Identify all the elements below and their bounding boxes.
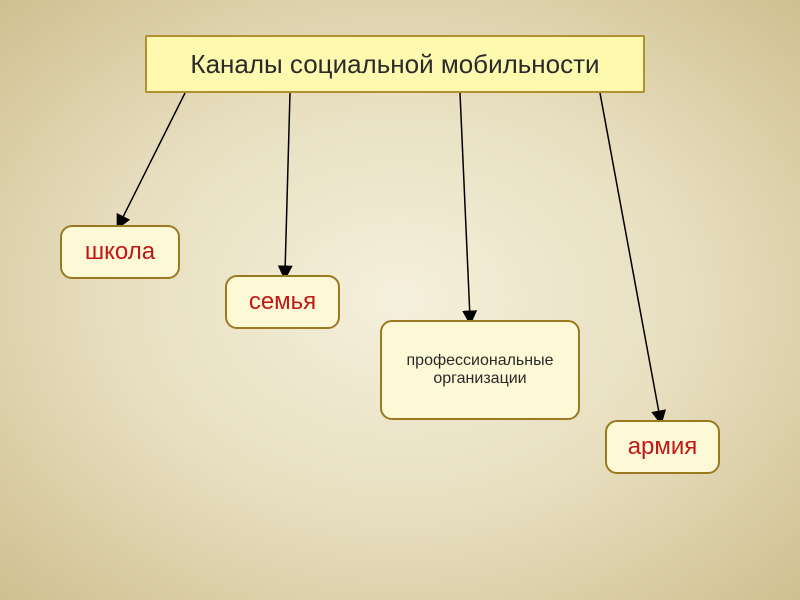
node-label: школа bbox=[85, 238, 155, 266]
node-school: школа bbox=[60, 225, 180, 279]
title-box: Каналы социальной мобильности bbox=[145, 35, 645, 93]
node-prof-org: профессиональные организации bbox=[380, 320, 580, 420]
node-army: армия bbox=[605, 420, 720, 474]
arrow-line bbox=[460, 93, 470, 318]
diagram-container: Каналы социальной мобильности школа семья… bbox=[0, 0, 800, 600]
node-label: армия bbox=[628, 433, 698, 461]
arrow-line bbox=[120, 93, 185, 223]
node-family: семья bbox=[225, 275, 340, 329]
node-label: семья bbox=[249, 288, 316, 316]
arrow-line bbox=[600, 93, 660, 418]
title-text: Каналы социальной мобильности bbox=[190, 49, 599, 80]
node-label: профессиональные организации bbox=[396, 352, 564, 388]
arrow-line bbox=[285, 93, 290, 273]
